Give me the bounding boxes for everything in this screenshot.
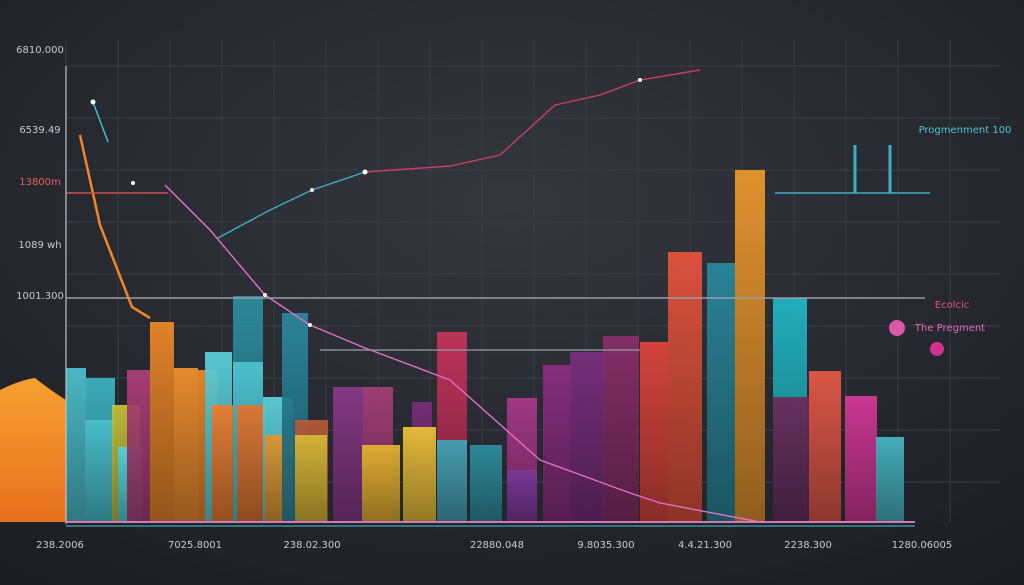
bar-shade bbox=[333, 387, 363, 522]
bar-shade bbox=[876, 437, 904, 522]
legend-marker bbox=[889, 320, 905, 336]
bar-shade bbox=[773, 397, 809, 522]
bar-shade bbox=[403, 427, 436, 522]
bar-shade bbox=[640, 342, 668, 522]
y-axis-label: 1089 wh bbox=[18, 240, 61, 251]
bar-shade bbox=[507, 470, 537, 522]
x-axis-labels: 238.2006 7025.8001 238.02.300 22880.048 9.80… bbox=[36, 540, 952, 551]
dot bbox=[263, 293, 267, 297]
bar-shade bbox=[470, 445, 502, 522]
bar-shade bbox=[295, 435, 327, 522]
dot bbox=[362, 169, 368, 175]
bar-shade bbox=[212, 405, 237, 522]
legend-marker bbox=[930, 342, 944, 356]
cyan-line bbox=[92, 101, 109, 143]
bar-shade bbox=[735, 170, 765, 522]
y-axis-label: 6810.000 bbox=[16, 45, 64, 56]
legend-label: The Pregment bbox=[914, 323, 985, 334]
bar-shade bbox=[809, 371, 841, 522]
bar-shade bbox=[603, 336, 639, 522]
x-axis-label: 9.8035.300 bbox=[577, 540, 634, 551]
legend-label: Ecolcic bbox=[935, 300, 970, 311]
x-axis-label: 238.2006 bbox=[36, 540, 84, 551]
y-axis-label: 1001.300 bbox=[16, 291, 64, 302]
x-axis-label: 238.02.300 bbox=[283, 540, 340, 551]
bar-shade bbox=[362, 445, 400, 522]
y-axis-labels: 6810.000 6539.49 13800m 1089 wh 1001.300 bbox=[16, 45, 64, 302]
bar-shade bbox=[845, 396, 877, 522]
bar-shade bbox=[668, 252, 702, 522]
bar-shade bbox=[570, 352, 605, 522]
x-axis-label: 7025.8001 bbox=[168, 540, 222, 551]
legend-label: Progmenment 100 bbox=[919, 125, 1012, 136]
dots bbox=[90, 78, 642, 327]
y-axis-label: 13800m bbox=[19, 177, 61, 188]
bar-shade bbox=[174, 368, 198, 522]
dot bbox=[131, 181, 135, 185]
bar-shade bbox=[707, 263, 735, 522]
bar-shade bbox=[437, 440, 467, 522]
dot bbox=[310, 188, 314, 192]
teal-line bbox=[217, 171, 366, 239]
bar-shade bbox=[543, 365, 573, 522]
x-axis-label: 22880.048 bbox=[470, 540, 524, 551]
dot bbox=[308, 323, 312, 327]
bar-shade bbox=[85, 420, 115, 522]
orange-line bbox=[78, 134, 151, 320]
bar-shade bbox=[237, 405, 265, 522]
x-axis-label: 4.4.21.300 bbox=[678, 540, 732, 551]
x-axis-label: 2238.300 bbox=[784, 540, 832, 551]
x-axis-label: 1280.06005 bbox=[892, 540, 952, 551]
bar-shade bbox=[150, 322, 174, 522]
orange-area bbox=[0, 378, 66, 522]
y-axis-label: 6539.49 bbox=[19, 125, 60, 136]
bar-shade bbox=[66, 368, 86, 522]
dot bbox=[638, 78, 642, 82]
dot bbox=[90, 99, 96, 105]
bars bbox=[66, 170, 904, 522]
bar-shade bbox=[127, 370, 150, 522]
pink-line bbox=[164, 184, 761, 523]
